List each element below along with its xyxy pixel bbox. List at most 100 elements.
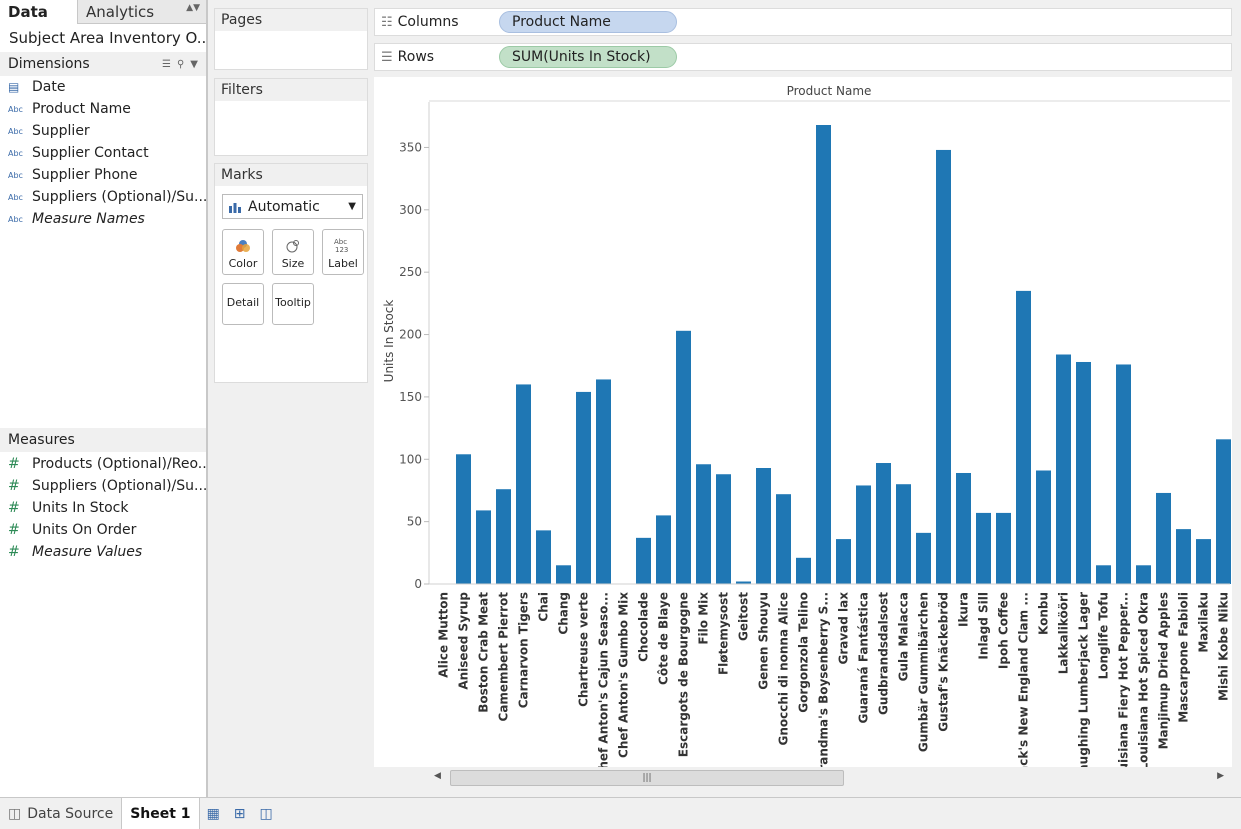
horizontal-scrollbar[interactable]: ◀ ||| ▶ xyxy=(430,767,1232,789)
y-tick-label: 200 xyxy=(399,328,422,342)
category-label: Escargots de Bourgogne xyxy=(677,592,691,757)
detail-label: Detail xyxy=(226,295,260,309)
chart-title: Product Name xyxy=(787,84,872,98)
category-label: Konbu xyxy=(1037,592,1051,635)
y-tick-label: 350 xyxy=(399,140,422,154)
category-label: Lakkalikööri xyxy=(1057,592,1071,674)
category-label: Louisiana Fiery Hot Pepper... xyxy=(1117,592,1131,767)
field-label: Suppliers (Optional)/Su... xyxy=(32,189,206,205)
size-button[interactable]: Size xyxy=(272,229,314,275)
pages-card[interactable]: Pages xyxy=(214,8,368,70)
category-label: Laughing Lumberjack Lager xyxy=(1077,592,1091,767)
field-measure-values[interactable]: # Measure Values xyxy=(0,541,206,563)
field-label: Suppliers (Optional)/Su... xyxy=(32,478,206,494)
category-label: Ipoh Coffee xyxy=(997,592,1011,669)
field-units-in-stock[interactable]: # Units In Stock xyxy=(0,497,206,519)
field-label: Supplier Contact xyxy=(32,145,149,161)
category-label: Gorgonzola Telino xyxy=(797,592,811,713)
bar xyxy=(796,557,811,584)
pages-title: Pages xyxy=(215,9,367,31)
rows-label: Rows xyxy=(397,49,435,65)
datasource-item[interactable]: Subject Area Inventory O... xyxy=(0,24,206,52)
field-measure-names[interactable]: Abc Measure Names xyxy=(0,208,206,230)
filters-card[interactable]: Filters xyxy=(214,78,368,156)
color-label: Color xyxy=(228,257,258,270)
new-story-icon[interactable]: ◫ xyxy=(259,805,273,822)
calendar-icon: ▤ xyxy=(8,80,20,94)
field-supplier-contact[interactable]: Abc Supplier Contact xyxy=(0,142,206,164)
color-button[interactable]: Color xyxy=(222,229,264,275)
hash-icon: # xyxy=(8,522,20,538)
bar xyxy=(956,472,971,584)
new-dashboard-icon[interactable]: ⊞ xyxy=(233,805,246,822)
y-tick-label: 300 xyxy=(399,203,422,217)
dimensions-list: ▤ Date Abc Product Name Abc Supplier Abc Suppli… xyxy=(0,76,206,230)
category-label: Jack's New England Clam ... xyxy=(1017,592,1031,767)
scrollbar-thumb[interactable]: ||| xyxy=(450,770,844,786)
bar xyxy=(456,454,471,584)
bar xyxy=(996,512,1011,584)
chevron-down-icon[interactable]: ▼ xyxy=(190,58,198,70)
category-label: Chang xyxy=(557,592,571,635)
dimensions-header: Dimensions ☰ ⚲ ▼ xyxy=(0,52,206,76)
category-label: Chef Anton's Cajun Seaso... xyxy=(597,592,611,767)
label-button[interactable]: Abc 123 Label xyxy=(322,229,364,275)
category-label: Guaraná Fantástica xyxy=(857,592,871,724)
scroll-left-arrow-icon[interactable]: ◀ xyxy=(434,771,441,781)
bar-chart[interactable]: Product Name Units In Stock 0 50 100 150 200 25… xyxy=(374,77,1232,767)
bar xyxy=(1136,565,1151,584)
tab-sheet1[interactable]: Sheet 1 xyxy=(121,798,200,829)
bar xyxy=(916,532,931,584)
scroll-right-arrow-icon[interactable]: ▶ xyxy=(1217,771,1224,781)
category-label: Gnocchi di nonna Alice xyxy=(777,592,791,746)
rows-shelf[interactable]: ☰ Rows SUM(Units In Stock) xyxy=(374,43,1232,71)
tooltip-button[interactable]: Tooltip xyxy=(272,283,314,325)
dropdown-caret-icon: ▼ xyxy=(348,201,356,212)
field-supplier-phone[interactable]: Abc Supplier Phone xyxy=(0,164,206,186)
search-icon[interactable]: ⚲ xyxy=(176,58,185,70)
field-date[interactable]: ▤ Date xyxy=(0,76,206,98)
category-label: Chef Anton's Gumbo Mix xyxy=(617,592,631,758)
columns-shelf[interactable]: ☷ Columns Product Name xyxy=(374,8,1232,36)
bar xyxy=(1216,439,1231,584)
bar xyxy=(556,565,571,584)
bar xyxy=(776,494,791,584)
field-product-name[interactable]: Abc Product Name xyxy=(0,98,206,120)
category-label: Alice Mutton xyxy=(437,592,451,678)
tab-data[interactable]: Data xyxy=(0,0,78,24)
units-in-stock-pill[interactable]: SUM(Units In Stock) xyxy=(499,46,677,68)
field-label: Units On Order xyxy=(32,522,137,538)
hash-icon: # xyxy=(8,500,20,516)
tab-data-source[interactable]: ◫ Data Source xyxy=(0,798,121,829)
size-label: Size xyxy=(281,257,305,270)
mark-type-dropdown[interactable]: Automatic ▼ xyxy=(222,194,363,219)
field-suppliers-optional-su[interactable]: # Suppliers (Optional)/Su... xyxy=(0,475,206,497)
new-worksheet-icon[interactable]: ▦ xyxy=(206,805,220,822)
field-supplier[interactable]: Abc Supplier xyxy=(0,120,206,142)
bar xyxy=(1196,539,1211,584)
columns-icon: ☷ xyxy=(381,14,393,30)
field-label: Measure Names xyxy=(32,211,145,227)
tab-analytics[interactable]: Analytics xyxy=(86,3,155,21)
chart-view[interactable]: Product Name Units In Stock 0 50 100 150 200 25… xyxy=(374,77,1232,767)
bar xyxy=(1096,565,1111,584)
field-units-on-order[interactable]: # Units On Order xyxy=(0,519,206,541)
bar xyxy=(636,537,651,584)
field-label: Measure Values xyxy=(32,544,143,560)
field-suppliers-optional-su[interactable]: Abc Suppliers (Optional)/Su... xyxy=(0,186,206,208)
bar xyxy=(856,485,871,584)
bar xyxy=(1116,364,1131,584)
bar xyxy=(1056,354,1071,584)
field-label: Products (Optional)/Reo... xyxy=(32,456,206,472)
y-axis-label: Units In Stock xyxy=(382,300,396,383)
measures-header: Measures xyxy=(0,428,206,452)
view-list-icon[interactable]: ☰ xyxy=(162,58,171,70)
product-name-pill[interactable]: Product Name xyxy=(499,11,677,33)
detail-button[interactable]: Detail xyxy=(222,283,264,325)
sheet1-label: Sheet 1 xyxy=(130,805,191,822)
category-label: Louisiana Hot Spiced Okra xyxy=(1137,592,1151,767)
bar xyxy=(876,463,891,584)
pane-menu-arrow-icon[interactable]: ▲▼ xyxy=(186,3,200,13)
bar xyxy=(676,330,691,584)
field-products-optional-reo[interactable]: # Products (Optional)/Reo... xyxy=(0,453,206,475)
